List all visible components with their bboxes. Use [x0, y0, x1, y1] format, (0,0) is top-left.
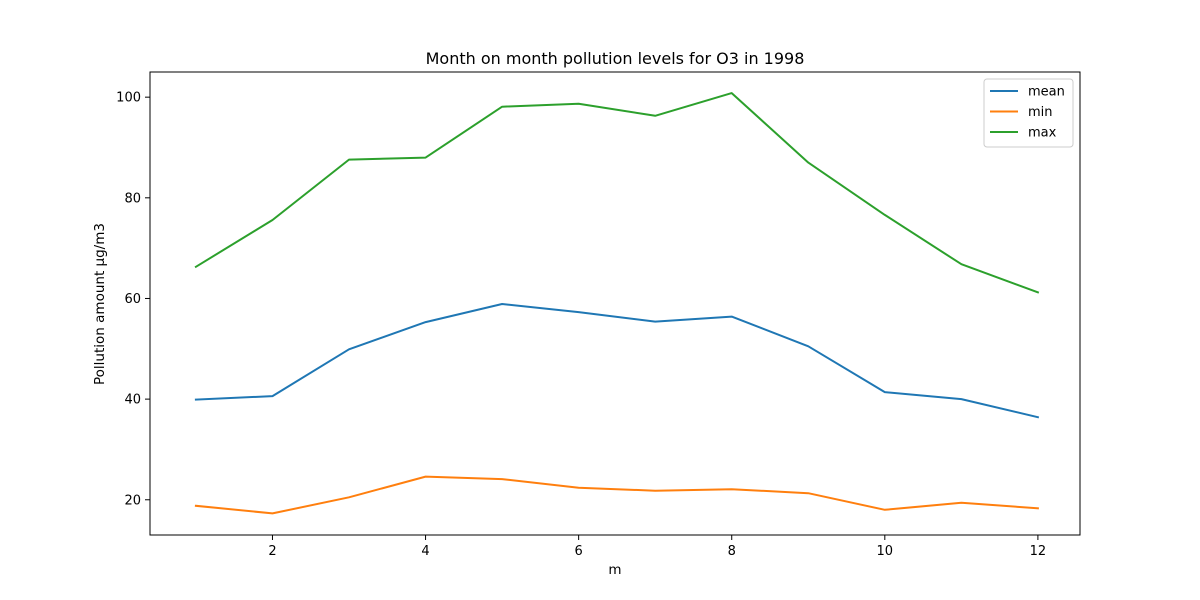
x-tick-label: 8 [728, 544, 736, 559]
x-tick-label: 4 [421, 544, 429, 559]
y-axis-ticks: 20 40 60 80 100 [116, 91, 150, 508]
x-tick-label: 6 [575, 544, 583, 559]
y-tick-label: 40 [124, 393, 141, 408]
x-tick-label: 2 [268, 544, 276, 559]
series-layer [194, 92, 1040, 515]
series-line-min [194, 475, 1039, 515]
legend: mean min max [983, 78, 1074, 148]
legend-label-mean: mean [1028, 85, 1065, 100]
y-axis-label: Pollution amount µg/m3 [92, 223, 108, 385]
legend-label-min: min [1028, 105, 1053, 120]
chart-title: Month on month pollution levels for O3 i… [426, 49, 805, 68]
legend-label-max: max [1028, 126, 1057, 141]
series-line-max [194, 92, 1040, 294]
y-tick-label: 60 [124, 292, 141, 307]
legend-items: mean min max [990, 85, 1065, 141]
y-tick-label: 20 [124, 493, 141, 508]
plot-area-frame [149, 71, 1081, 536]
x-axis-ticks: 2 4 6 8 10 12 [268, 535, 1046, 559]
series-line-mean [194, 303, 1040, 419]
x-tick-label: 12 [1030, 544, 1047, 559]
y-tick-label: 80 [124, 191, 141, 206]
x-axis-label: m [608, 562, 621, 578]
y-tick-label: 100 [116, 91, 141, 106]
x-tick-label: 10 [877, 544, 894, 559]
legend-box [983, 78, 1074, 148]
